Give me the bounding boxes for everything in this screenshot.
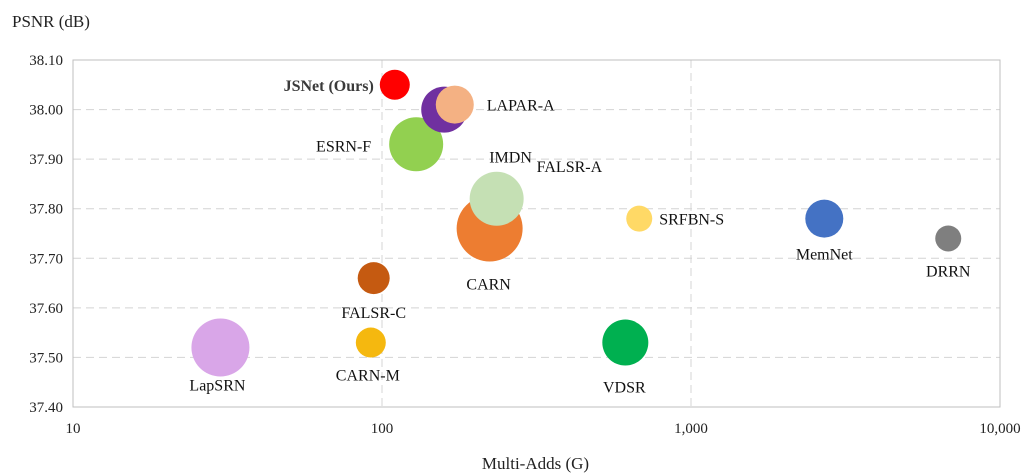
x-tick-label: 100 (371, 421, 394, 437)
y-tick-label: 38.10 (29, 53, 63, 69)
y-axis-title: PSNR (dB) (12, 12, 90, 31)
point-vdsr (602, 319, 649, 366)
point-label-falsr-a: FALSR-A (537, 159, 603, 176)
point-label-falsr-c: FALSR-C (341, 305, 406, 322)
point-label-carn: CARN (466, 277, 511, 294)
point-lapar-a (435, 85, 474, 124)
point-label-jsnet-ours: JSNet (Ours) (284, 78, 374, 95)
points-layer (191, 69, 962, 377)
point-label-vdsr: VDSR (603, 380, 646, 397)
point-label-drrn: DRRN (926, 263, 971, 280)
x-tick-label: 10,000 (979, 421, 1020, 437)
point-lapsrn (191, 318, 250, 377)
point-label-esrn-f: ESRN-F (316, 138, 371, 155)
point-label-lapar-a: LAPAR-A (487, 98, 555, 115)
point-falsr-c (357, 262, 390, 295)
point-falsr-a (469, 171, 524, 226)
x-tick-label: 10 (66, 421, 81, 437)
point-carn-m (355, 327, 386, 358)
labels-layer: LapSRN CARN-M FALSR-C JSNet (Ours) ESRN-F IMD… (189, 78, 970, 397)
point-label-memnet: MemNet (796, 247, 853, 264)
y-tick-label: 37.80 (29, 202, 63, 218)
y-tick-label: 37.50 (29, 350, 63, 366)
x-tick-label: 1,000 (674, 421, 708, 437)
point-label-carn-m: CARN-M (336, 368, 400, 385)
point-esrn-f (389, 117, 444, 172)
point-memnet (805, 199, 844, 238)
point-label-imdn: IMDN (489, 150, 532, 167)
point-label-lapsrn: LapSRN (189, 378, 245, 395)
x-axis-title: Multi-Adds (G) (482, 454, 589, 473)
point-srfbn-s (626, 205, 653, 232)
point-label-srfbn-s: SRFBN-S (659, 212, 724, 229)
y-tick-label: 38.00 (29, 103, 63, 119)
plot-frame (72, 59, 1001, 408)
y-tick-label: 37.60 (29, 301, 63, 317)
point-drrn (935, 225, 962, 252)
ticks-layer: 37.40 37.50 37.60 37.70 37.80 37.90 38.00 38.10… (29, 53, 1020, 437)
y-tick-label: 37.70 (29, 251, 63, 267)
y-tick-label: 37.90 (29, 152, 63, 168)
y-tick-label: 37.40 (29, 400, 63, 416)
point-jsnet-ours (379, 69, 410, 100)
